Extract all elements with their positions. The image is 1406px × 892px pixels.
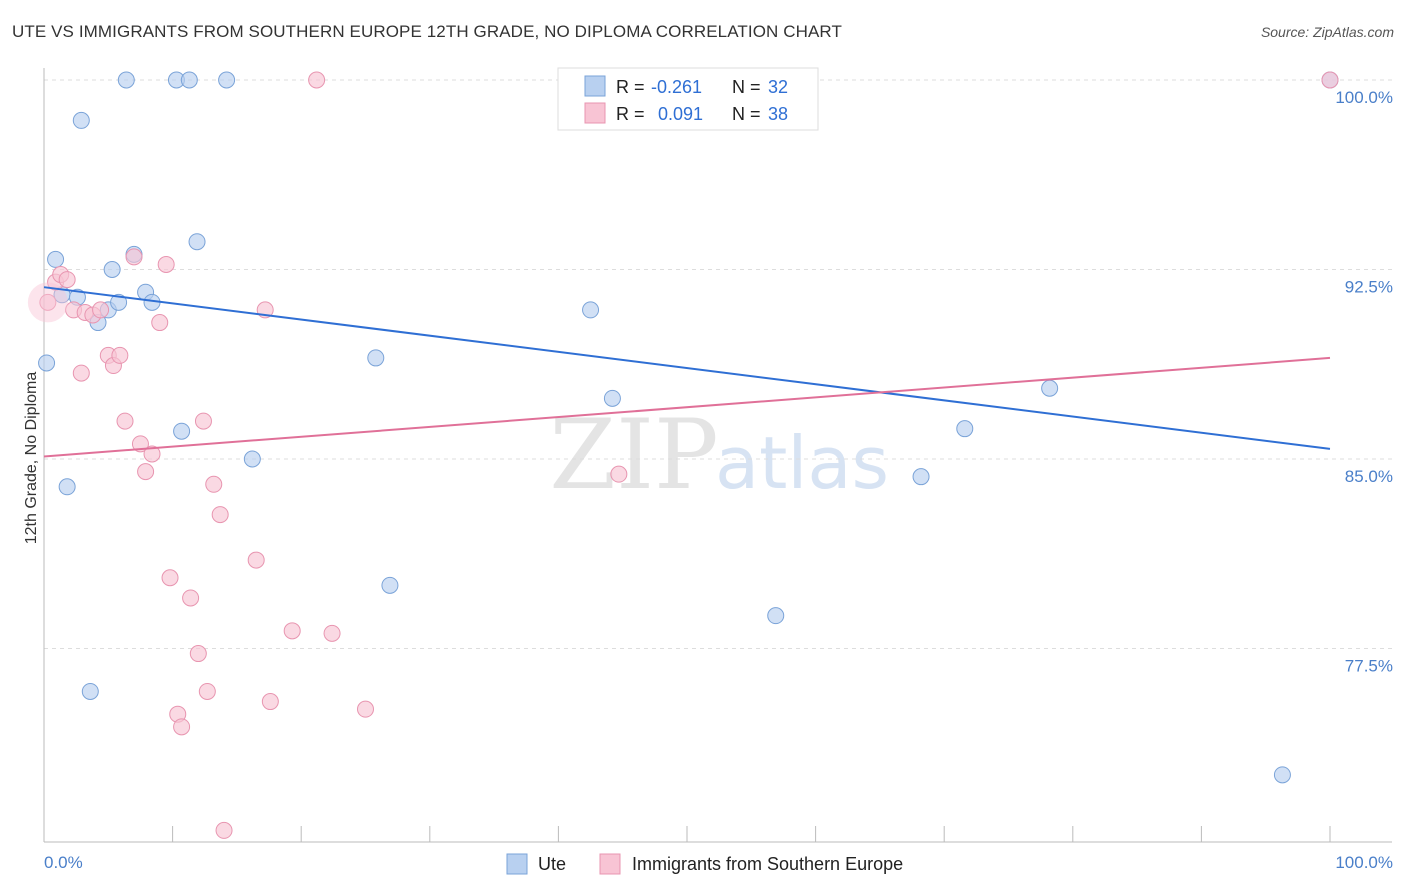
y-tick-label: 85.0% bbox=[1345, 467, 1393, 486]
imm-point bbox=[157, 255, 175, 273]
imm-point bbox=[173, 718, 191, 736]
y-tick-label: 77.5% bbox=[1345, 657, 1393, 676]
imm-point bbox=[137, 463, 155, 481]
axes bbox=[43, 68, 1392, 843]
gridlines bbox=[44, 79, 1392, 649]
ute-point bbox=[582, 301, 600, 319]
legend-swatch-ute bbox=[584, 75, 606, 97]
ute-point bbox=[381, 576, 399, 594]
watermark-zip: ZIP bbox=[549, 399, 718, 511]
bottom-legend-swatch-imm bbox=[599, 853, 621, 875]
ute-point bbox=[81, 682, 99, 700]
x-ticks bbox=[43, 826, 1331, 842]
imm-point bbox=[182, 589, 200, 607]
imm-point bbox=[283, 622, 301, 640]
imm-point bbox=[143, 445, 161, 463]
ute-trend-line bbox=[43, 286, 1331, 450]
x-tick-label-min: 0.0% bbox=[44, 853, 83, 872]
imm-point bbox=[116, 412, 134, 430]
y-axis-label: 12th Grade, No Diploma bbox=[23, 372, 40, 545]
ute-point bbox=[58, 478, 76, 496]
source-label: Source: ZipAtlas.com bbox=[1260, 24, 1394, 40]
imm-point bbox=[111, 346, 129, 364]
ute-point bbox=[38, 354, 56, 372]
ute-point bbox=[103, 261, 121, 278]
imm-point bbox=[205, 475, 223, 493]
imm-point bbox=[58, 271, 76, 289]
legend-ute-r-label: R = bbox=[616, 77, 645, 97]
imm-point bbox=[215, 821, 233, 839]
legend-imm-r-label: R = bbox=[616, 104, 645, 124]
imm-point bbox=[357, 700, 374, 718]
y-tick-label: 100.0% bbox=[1335, 88, 1393, 107]
ute-point bbox=[47, 250, 65, 268]
imm-trend-line bbox=[43, 356, 1331, 458]
legend-ute-r-value: -0.261 bbox=[651, 77, 702, 97]
chart-title: UTE VS IMMIGRANTS FROM SOUTHERN EUROPE 1… bbox=[12, 22, 842, 41]
trend-lines bbox=[43, 286, 1331, 458]
imm-point bbox=[189, 645, 207, 663]
imm-point bbox=[125, 248, 143, 266]
imm-point bbox=[194, 412, 212, 430]
data-points bbox=[27, 71, 1339, 839]
correlation-legend: R = -0.261 N = 32 R = 0.091 N = 38 bbox=[557, 67, 819, 131]
ute-point bbox=[188, 233, 206, 251]
imm-point bbox=[39, 293, 57, 311]
ute-point bbox=[243, 450, 261, 468]
ute-point bbox=[173, 422, 191, 440]
ute-point bbox=[117, 71, 135, 89]
imm-point bbox=[308, 71, 326, 89]
imm-point bbox=[1321, 71, 1339, 89]
legend-swatch-imm bbox=[584, 102, 606, 124]
legend-imm-n-value: 38 bbox=[768, 104, 788, 124]
ute-point bbox=[367, 349, 385, 367]
bottom-legend-ute-label: Ute bbox=[538, 854, 566, 874]
ute-point bbox=[1273, 766, 1291, 784]
imm-point bbox=[198, 682, 216, 700]
imm-point bbox=[261, 693, 279, 711]
watermark-atlas: atlas bbox=[715, 421, 889, 505]
imm-point bbox=[92, 301, 110, 319]
imm-point bbox=[323, 624, 341, 642]
ute-point bbox=[767, 607, 785, 625]
series-legend: Ute Immigrants from Southern Europe bbox=[506, 853, 903, 875]
imm-point bbox=[247, 551, 265, 569]
imm-point bbox=[72, 364, 90, 382]
ute-point bbox=[72, 111, 90, 129]
ute-point bbox=[912, 468, 930, 486]
x-tick-label-max: 100.0% bbox=[1335, 853, 1393, 872]
legend-ute-n-label: N = bbox=[732, 77, 761, 97]
bottom-legend-swatch-ute bbox=[506, 853, 528, 875]
imm-point bbox=[610, 465, 628, 483]
y-tick-labels: 100.0% 92.5% 85.0% 77.5% bbox=[1335, 88, 1393, 676]
ute-point bbox=[956, 420, 974, 438]
bottom-legend-imm-label: Immigrants from Southern Europe bbox=[632, 854, 903, 874]
imm-point bbox=[151, 314, 169, 332]
ute-point bbox=[1041, 379, 1059, 397]
legend-imm-n-label: N = bbox=[732, 104, 761, 124]
imm-cluster-bubble bbox=[27, 282, 68, 323]
legend-ute-n-value: 32 bbox=[768, 77, 788, 97]
ute-point bbox=[218, 71, 236, 89]
ute-point bbox=[110, 293, 128, 311]
y-tick-label: 92.5% bbox=[1345, 278, 1393, 297]
ute-point bbox=[180, 71, 198, 89]
ute-point bbox=[603, 389, 621, 407]
legend-imm-r-value: 0.091 bbox=[658, 104, 703, 124]
imm-point bbox=[161, 569, 179, 587]
imm-point bbox=[211, 506, 229, 524]
